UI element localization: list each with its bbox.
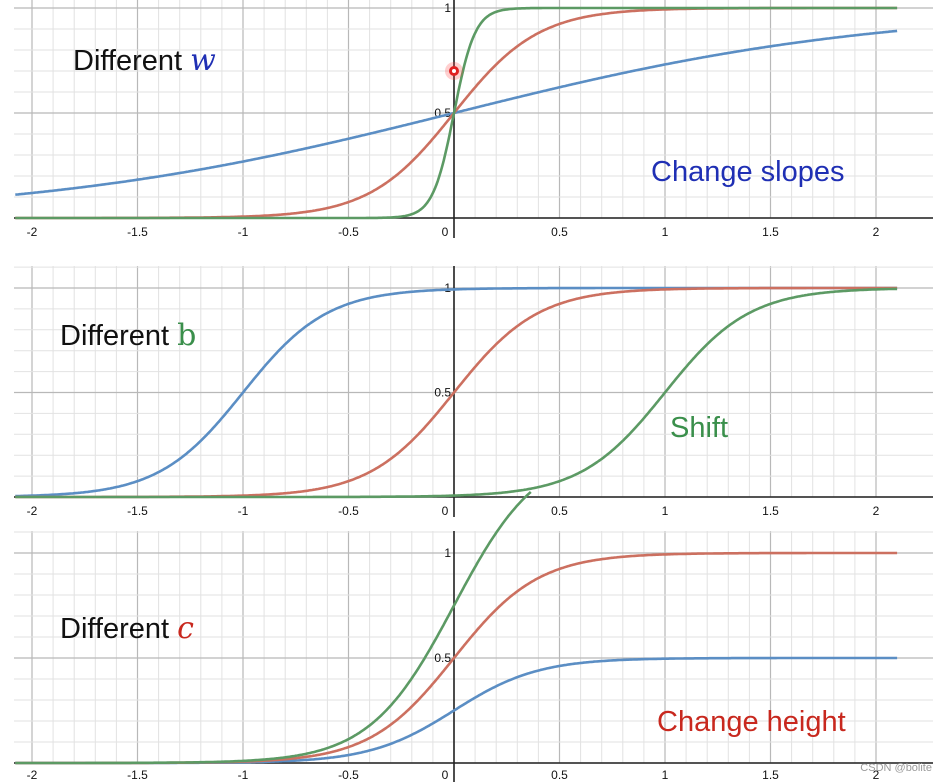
y-tick-label: 1 xyxy=(444,546,451,560)
grid-slope xyxy=(14,0,933,219)
x-tick-label: 1.5 xyxy=(762,504,779,518)
x-tick-label: 0.5 xyxy=(551,504,568,518)
y-tick-label: 1 xyxy=(444,281,451,295)
panel-height: -2 -1.5 -1 -0.5 0 0.5 1 1.5 2 0.5 1 Different c Chan… xyxy=(14,490,933,782)
x-tick-label: 2 xyxy=(873,504,880,518)
x-tick-label: 0 xyxy=(442,768,449,782)
x-tick-label: -1.5 xyxy=(127,504,148,518)
x-tick-label: -2 xyxy=(27,225,38,239)
heading-text: Different xyxy=(60,320,177,352)
x-tick-label: 2 xyxy=(873,768,880,782)
x-tick-label: 0.5 xyxy=(551,768,568,782)
x-tick-label: -1 xyxy=(238,768,249,782)
x-tick-label: 1.5 xyxy=(762,225,779,239)
grid-shift xyxy=(14,266,933,498)
heading-param: b xyxy=(177,318,196,353)
series-blue-line xyxy=(15,29,898,196)
panel-heading: Different b xyxy=(60,318,196,353)
x-tick-label: 1 xyxy=(662,768,669,782)
x-tick-label: -2 xyxy=(27,504,38,518)
heading-text: Different xyxy=(73,45,190,77)
heading-param: w xyxy=(190,43,216,78)
x-tick-label: 1 xyxy=(662,504,669,518)
panel-shift: -2 -1.5 -1 -0.5 0 0.5 1 1.5 2 0.5 1 Different b Shif… xyxy=(14,266,933,518)
panel-annotation: Change slopes xyxy=(651,156,844,188)
panel-annotation: Shift xyxy=(670,412,728,444)
x-tick-label: -0.5 xyxy=(338,225,359,239)
x-tick-label: -1.5 xyxy=(127,225,148,239)
x-tick-label: -0.5 xyxy=(338,768,359,782)
heading-param: c xyxy=(177,611,194,646)
watermark: CSDN @bolite xyxy=(860,762,932,774)
panel-heading: Different c xyxy=(60,611,194,646)
x-tick-label: -1 xyxy=(238,225,249,239)
series-green-line xyxy=(15,6,898,220)
y-tick-label: 1 xyxy=(444,1,451,15)
x-tick-label: -2 xyxy=(27,768,38,782)
y-tick-label: 0.5 xyxy=(434,651,451,665)
x-tick-label: 0.5 xyxy=(551,225,568,239)
y-tick-label: 0.5 xyxy=(434,386,451,400)
x-tick-label: -1 xyxy=(238,504,249,518)
series-green-line xyxy=(15,287,898,499)
x-tick-label: 0 xyxy=(442,225,449,239)
series-green-line xyxy=(15,490,532,765)
x-tick-label: 2 xyxy=(873,225,880,239)
x-tick-label: 1 xyxy=(662,225,669,239)
x-tick-label: -1.5 xyxy=(127,768,148,782)
x-tick-label: 0 xyxy=(442,504,449,518)
x-tick-label: 1.5 xyxy=(762,768,779,782)
highlight-point-center xyxy=(452,69,456,73)
heading-text: Different xyxy=(60,613,177,645)
panel-heading: Different w xyxy=(73,43,216,78)
panel-annotation: Change height xyxy=(657,706,846,738)
x-tick-label: -0.5 xyxy=(338,504,359,518)
